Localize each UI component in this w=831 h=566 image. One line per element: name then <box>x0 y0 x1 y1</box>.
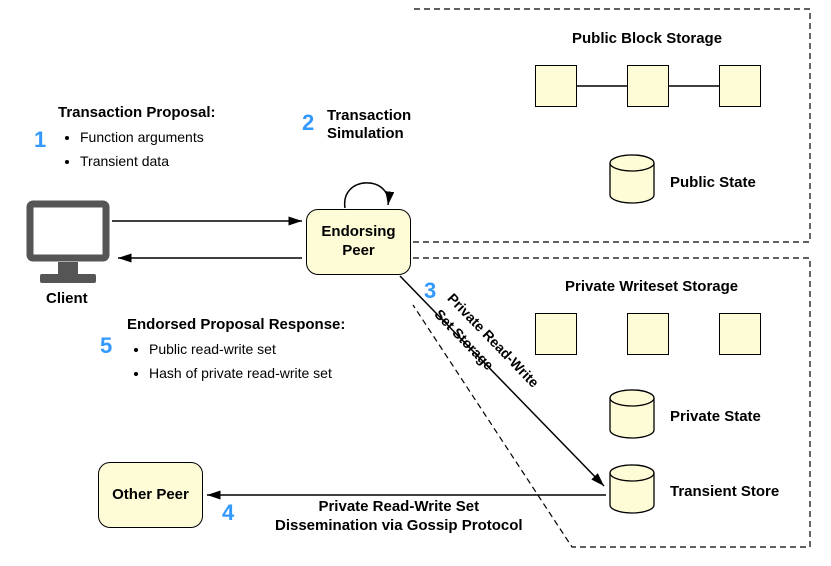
step-4-label-l1: Private Read-Write Set <box>275 498 523 517</box>
endorsing-peer-l1: Endorsing <box>321 223 395 242</box>
public-state-label: Public State <box>670 174 756 191</box>
response-item-2: Hash of private read-write set <box>149 362 332 386</box>
response-title: Endorsed Proposal Response: <box>127 316 345 333</box>
private-writeset-title: Private Writeset Storage <box>565 278 738 295</box>
private-block-2 <box>627 313 669 355</box>
public-state-cylinder <box>610 155 654 203</box>
step-4-number: 4 <box>222 500 234 526</box>
transient-store-label: Transient Store <box>670 483 779 500</box>
step-5-number: 5 <box>100 333 112 359</box>
step-1-number: 1 <box>34 127 46 153</box>
private-block-3 <box>719 313 761 355</box>
private-state-cylinder <box>610 390 654 438</box>
step-3-number: 3 <box>424 278 436 304</box>
proposal-item-2: Transient data <box>80 150 204 174</box>
endorsing-peer-box: Endorsing Peer <box>306 209 411 275</box>
arrow-private-storage <box>400 276 604 486</box>
step-2-number: 2 <box>302 110 314 136</box>
client-label: Client <box>46 290 88 307</box>
proposal-title: Transaction Proposal: <box>58 104 216 121</box>
proposal-item-1: Function arguments <box>80 126 204 150</box>
other-peer-label: Other Peer <box>112 486 189 505</box>
step-2-label-l1: Transaction <box>327 107 411 125</box>
endorsing-peer-l2: Peer <box>321 242 395 261</box>
public-block-2 <box>627 65 669 107</box>
transient-store-cylinder <box>610 465 654 513</box>
step-4-label-l2: Dissemination via Gossip Protocol <box>275 517 523 536</box>
response-list: Public read-write set Hash of private re… <box>127 338 332 386</box>
client-monitor-icon <box>30 204 106 283</box>
response-item-1: Public read-write set <box>149 338 332 362</box>
arrow-simulation-loop <box>345 183 389 208</box>
private-state-label: Private State <box>670 408 761 425</box>
other-peer-box: Other Peer <box>98 462 203 528</box>
public-block-3 <box>719 65 761 107</box>
step-2-label-l2: Simulation <box>327 125 411 143</box>
proposal-list: Function arguments Transient data <box>58 126 204 174</box>
public-block-title: Public Block Storage <box>572 30 722 47</box>
step-2-label: Transaction Simulation <box>327 107 411 143</box>
private-block-1 <box>535 313 577 355</box>
step-4-label: Private Read-Write Set Dissemination via… <box>275 498 523 536</box>
public-block-1 <box>535 65 577 107</box>
